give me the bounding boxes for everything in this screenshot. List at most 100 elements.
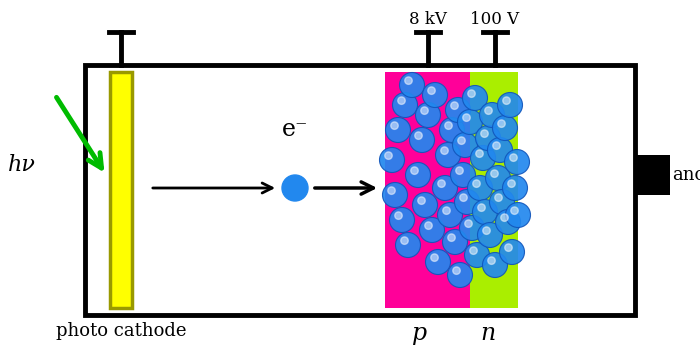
Circle shape [382, 182, 407, 208]
Circle shape [400, 72, 424, 98]
Circle shape [379, 147, 405, 173]
Circle shape [477, 204, 485, 211]
Circle shape [405, 162, 430, 188]
Circle shape [416, 103, 440, 127]
Circle shape [452, 133, 477, 158]
Circle shape [458, 137, 466, 144]
Circle shape [468, 175, 493, 201]
Circle shape [505, 149, 529, 175]
Circle shape [458, 110, 482, 134]
Circle shape [470, 247, 477, 254]
Circle shape [503, 97, 510, 104]
Circle shape [465, 220, 472, 228]
Circle shape [480, 103, 505, 127]
Circle shape [438, 180, 445, 187]
Circle shape [473, 180, 480, 187]
Circle shape [484, 107, 492, 114]
Circle shape [412, 193, 438, 217]
Circle shape [385, 152, 392, 159]
Circle shape [493, 116, 517, 140]
Circle shape [445, 98, 470, 122]
Circle shape [448, 234, 455, 241]
Circle shape [496, 210, 521, 235]
Bar [110, 72, 132, 308]
Circle shape [433, 175, 458, 201]
Circle shape [430, 254, 438, 261]
Text: p: p [412, 322, 428, 345]
Circle shape [410, 127, 435, 153]
Bar [85, 65, 635, 315]
Circle shape [411, 167, 418, 174]
Circle shape [426, 250, 451, 274]
Text: n: n [480, 322, 496, 345]
Text: 100 V: 100 V [470, 11, 519, 28]
Circle shape [447, 262, 473, 287]
Circle shape [456, 167, 463, 174]
Circle shape [508, 180, 515, 187]
Circle shape [386, 118, 410, 142]
Circle shape [470, 146, 496, 170]
Text: anode: anode [672, 166, 700, 184]
Circle shape [488, 257, 496, 264]
Circle shape [503, 175, 528, 201]
Text: e⁻: e⁻ [281, 119, 308, 141]
Circle shape [510, 154, 517, 161]
Circle shape [395, 212, 402, 219]
Circle shape [444, 122, 452, 130]
Circle shape [442, 230, 468, 254]
Circle shape [393, 92, 417, 118]
Circle shape [483, 227, 490, 235]
Circle shape [495, 194, 502, 201]
Circle shape [428, 87, 435, 94]
Circle shape [441, 147, 448, 154]
Circle shape [491, 170, 498, 177]
Circle shape [481, 130, 489, 137]
Circle shape [391, 122, 398, 130]
Circle shape [487, 138, 512, 162]
Circle shape [486, 166, 510, 190]
Circle shape [498, 92, 522, 118]
Text: 8 kV: 8 kV [409, 11, 447, 28]
Circle shape [473, 199, 498, 224]
Circle shape [500, 239, 524, 265]
Circle shape [476, 150, 483, 158]
Circle shape [498, 120, 505, 127]
Circle shape [451, 162, 475, 188]
Circle shape [505, 244, 512, 251]
Circle shape [477, 223, 503, 247]
Circle shape [453, 267, 461, 274]
Circle shape [414, 132, 422, 139]
Circle shape [460, 194, 468, 201]
Text: photo cathode: photo cathode [56, 322, 186, 340]
Bar [470, 72, 518, 308]
Circle shape [463, 85, 487, 111]
Bar [635, 155, 670, 195]
Circle shape [438, 203, 463, 228]
Circle shape [435, 142, 461, 168]
Circle shape [465, 243, 489, 267]
Circle shape [463, 114, 470, 121]
Bar [385, 72, 470, 308]
Circle shape [475, 126, 500, 150]
Circle shape [395, 232, 421, 258]
Circle shape [454, 189, 480, 215]
Circle shape [418, 197, 426, 204]
Text: hν: hν [8, 154, 36, 176]
Circle shape [459, 216, 484, 240]
Circle shape [421, 107, 428, 114]
Circle shape [489, 189, 514, 215]
Circle shape [451, 102, 458, 109]
Circle shape [419, 217, 445, 243]
Circle shape [482, 252, 508, 278]
Circle shape [423, 83, 447, 107]
Circle shape [505, 203, 531, 228]
Circle shape [405, 77, 412, 84]
Circle shape [425, 222, 433, 229]
Circle shape [400, 237, 408, 244]
Circle shape [500, 214, 508, 222]
Circle shape [442, 207, 450, 214]
Circle shape [468, 90, 475, 97]
Circle shape [440, 118, 465, 142]
Circle shape [388, 187, 395, 194]
Circle shape [389, 208, 414, 232]
